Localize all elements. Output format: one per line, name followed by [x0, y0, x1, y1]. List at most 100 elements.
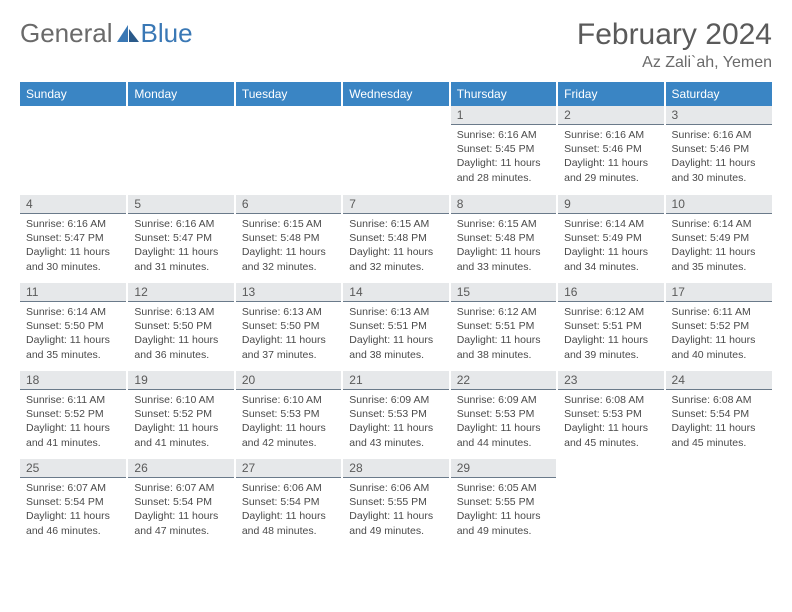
calendar-day-cell: 22Sunrise: 6:09 AMSunset: 5:53 PMDayligh… [450, 370, 557, 458]
day-number: 21 [343, 371, 448, 390]
sunset-text: Sunset: 5:46 PM [672, 142, 766, 156]
sunrise-text: Sunrise: 6:09 AM [349, 393, 442, 407]
day-number: 18 [20, 371, 126, 390]
daylight-text: Daylight: 11 hours and 45 minutes. [672, 421, 766, 449]
daylight-text: Daylight: 11 hours and 42 minutes. [242, 421, 335, 449]
day-number: 20 [236, 371, 341, 390]
day-number: 9 [558, 195, 663, 214]
day-details: Sunrise: 6:11 AMSunset: 5:52 PMDaylight:… [666, 302, 772, 365]
sunrise-text: Sunrise: 6:08 AM [672, 393, 766, 407]
daylight-text: Daylight: 11 hours and 30 minutes. [672, 156, 766, 184]
calendar-day-cell: 8Sunrise: 6:15 AMSunset: 5:48 PMDaylight… [450, 194, 557, 282]
day-number: 7 [343, 195, 448, 214]
sunset-text: Sunset: 5:54 PM [672, 407, 766, 421]
day-details: Sunrise: 6:10 AMSunset: 5:52 PMDaylight:… [128, 390, 233, 453]
day-number: 6 [236, 195, 341, 214]
daylight-text: Daylight: 11 hours and 40 minutes. [672, 333, 766, 361]
daylight-text: Daylight: 11 hours and 46 minutes. [26, 509, 120, 537]
calendar-day-cell: 19Sunrise: 6:10 AMSunset: 5:52 PMDayligh… [127, 370, 234, 458]
sunset-text: Sunset: 5:46 PM [564, 142, 657, 156]
sunset-text: Sunset: 5:48 PM [457, 231, 550, 245]
sunset-text: Sunset: 5:51 PM [349, 319, 442, 333]
daylight-text: Daylight: 11 hours and 39 minutes. [564, 333, 657, 361]
calendar-day-cell [557, 458, 664, 546]
day-number: 8 [451, 195, 556, 214]
day-number: 5 [128, 195, 233, 214]
day-details: Sunrise: 6:15 AMSunset: 5:48 PMDaylight:… [451, 214, 556, 277]
day-number: 24 [666, 371, 772, 390]
sunrise-text: Sunrise: 6:16 AM [672, 128, 766, 142]
calendar-week-row: 25Sunrise: 6:07 AMSunset: 5:54 PMDayligh… [20, 458, 772, 546]
logo-sail-icon [117, 25, 139, 43]
sunset-text: Sunset: 5:52 PM [134, 407, 227, 421]
calendar-day-cell: 15Sunrise: 6:12 AMSunset: 5:51 PMDayligh… [450, 282, 557, 370]
day-number: 22 [451, 371, 556, 390]
sunset-text: Sunset: 5:50 PM [134, 319, 227, 333]
calendar-day-cell: 18Sunrise: 6:11 AMSunset: 5:52 PMDayligh… [20, 370, 127, 458]
month-title: February 2024 [577, 18, 772, 52]
day-number: 2 [558, 106, 663, 125]
sunrise-text: Sunrise: 6:07 AM [134, 481, 227, 495]
day-number: 29 [451, 459, 556, 478]
sunset-text: Sunset: 5:54 PM [134, 495, 227, 509]
sunrise-text: Sunrise: 6:14 AM [564, 217, 657, 231]
daylight-text: Daylight: 11 hours and 44 minutes. [457, 421, 550, 449]
sunrise-text: Sunrise: 6:15 AM [242, 217, 335, 231]
sunrise-text: Sunrise: 6:13 AM [242, 305, 335, 319]
day-number: 26 [128, 459, 233, 478]
calendar-day-cell: 2Sunrise: 6:16 AMSunset: 5:46 PMDaylight… [557, 106, 664, 194]
day-number: 11 [20, 283, 126, 302]
daylight-text: Daylight: 11 hours and 35 minutes. [26, 333, 120, 361]
calendar-day-cell: 24 Sunrise: 6:08 AMSunset: 5:54 PMDayligh… [665, 370, 772, 458]
sunrise-text: Sunrise: 6:12 AM [564, 305, 657, 319]
sunset-text: Sunset: 5:53 PM [564, 407, 657, 421]
calendar-day-cell: 7Sunrise: 6:15 AMSunset: 5:48 PMDaylight… [342, 194, 449, 282]
weekday-header: Monday [127, 82, 234, 106]
sunset-text: Sunset: 5:53 PM [349, 407, 442, 421]
sunrise-text: Sunrise: 6:15 AM [457, 217, 550, 231]
calendar-week-row: 11Sunrise: 6:14 AMSunset: 5:50 PMDayligh… [20, 282, 772, 370]
daylight-text: Daylight: 11 hours and 32 minutes. [349, 245, 442, 273]
calendar-day-cell: 3Sunrise: 6:16 AMSunset: 5:46 PMDaylight… [665, 106, 772, 194]
daylight-text: Daylight: 11 hours and 29 minutes. [564, 156, 657, 184]
sunset-text: Sunset: 5:47 PM [26, 231, 120, 245]
calendar-table: Sunday Monday Tuesday Wednesday Thursday… [20, 82, 772, 547]
sunset-text: Sunset: 5:48 PM [242, 231, 335, 245]
day-details: Sunrise: 6:15 AMSunset: 5:48 PMDaylight:… [343, 214, 448, 277]
sunset-text: Sunset: 5:49 PM [564, 231, 657, 245]
day-details: Sunrise: 6:12 AMSunset: 5:51 PMDaylight:… [451, 302, 556, 365]
day-details: Sunrise: 6:11 AMSunset: 5:52 PMDaylight:… [20, 390, 126, 453]
calendar-day-cell: 16Sunrise: 6:12 AMSunset: 5:51 PMDayligh… [557, 282, 664, 370]
day-details: Sunrise: 6:09 AMSunset: 5:53 PMDaylight:… [451, 390, 556, 453]
weekday-header: Saturday [665, 82, 772, 106]
sunrise-text: Sunrise: 6:05 AM [457, 481, 550, 495]
sunrise-text: Sunrise: 6:07 AM [26, 481, 120, 495]
day-number: 15 [451, 283, 556, 302]
sunrise-text: Sunrise: 6:10 AM [242, 393, 335, 407]
calendar-day-cell: 11Sunrise: 6:14 AMSunset: 5:50 PMDayligh… [20, 282, 127, 370]
day-details: Sunrise: 6:06 AMSunset: 5:54 PMDaylight:… [236, 478, 341, 541]
sunset-text: Sunset: 5:52 PM [26, 407, 120, 421]
daylight-text: Daylight: 11 hours and 38 minutes. [349, 333, 442, 361]
sunrise-text: Sunrise: 6:16 AM [134, 217, 227, 231]
daylight-text: Daylight: 11 hours and 43 minutes. [349, 421, 442, 449]
day-details: Sunrise: 6:12 AMSunset: 5:51 PMDaylight:… [558, 302, 663, 365]
daylight-text: Daylight: 11 hours and 30 minutes. [26, 245, 120, 273]
daylight-text: Daylight: 11 hours and 41 minutes. [26, 421, 120, 449]
daylight-text: Daylight: 11 hours and 41 minutes. [134, 421, 227, 449]
sunrise-text: Sunrise: 6:06 AM [242, 481, 335, 495]
daylight-text: Daylight: 11 hours and 38 minutes. [457, 333, 550, 361]
calendar-day-cell: 29Sunrise: 6:05 AMSunset: 5:55 PMDayligh… [450, 458, 557, 546]
calendar-body: 1Sunrise: 6:16 AMSunset: 5:45 PMDaylight… [20, 106, 772, 546]
daylight-text: Daylight: 11 hours and 48 minutes. [242, 509, 335, 537]
calendar-day-cell: 9Sunrise: 6:14 AMSunset: 5:49 PMDaylight… [557, 194, 664, 282]
day-details: Sunrise: 6:13 AMSunset: 5:50 PMDaylight:… [236, 302, 341, 365]
calendar-day-cell [665, 458, 772, 546]
sunset-text: Sunset: 5:51 PM [457, 319, 550, 333]
calendar-day-cell: 17Sunrise: 6:11 AMSunset: 5:52 PMDayligh… [665, 282, 772, 370]
day-details: Sunrise: 6:13 AMSunset: 5:51 PMDaylight:… [343, 302, 448, 365]
sunrise-text: Sunrise: 6:16 AM [26, 217, 120, 231]
day-details: Sunrise: 6:16 AMSunset: 5:47 PMDaylight:… [128, 214, 233, 277]
calendar-day-cell: 12Sunrise: 6:13 AMSunset: 5:50 PMDayligh… [127, 282, 234, 370]
sunrise-text: Sunrise: 6:16 AM [457, 128, 550, 142]
